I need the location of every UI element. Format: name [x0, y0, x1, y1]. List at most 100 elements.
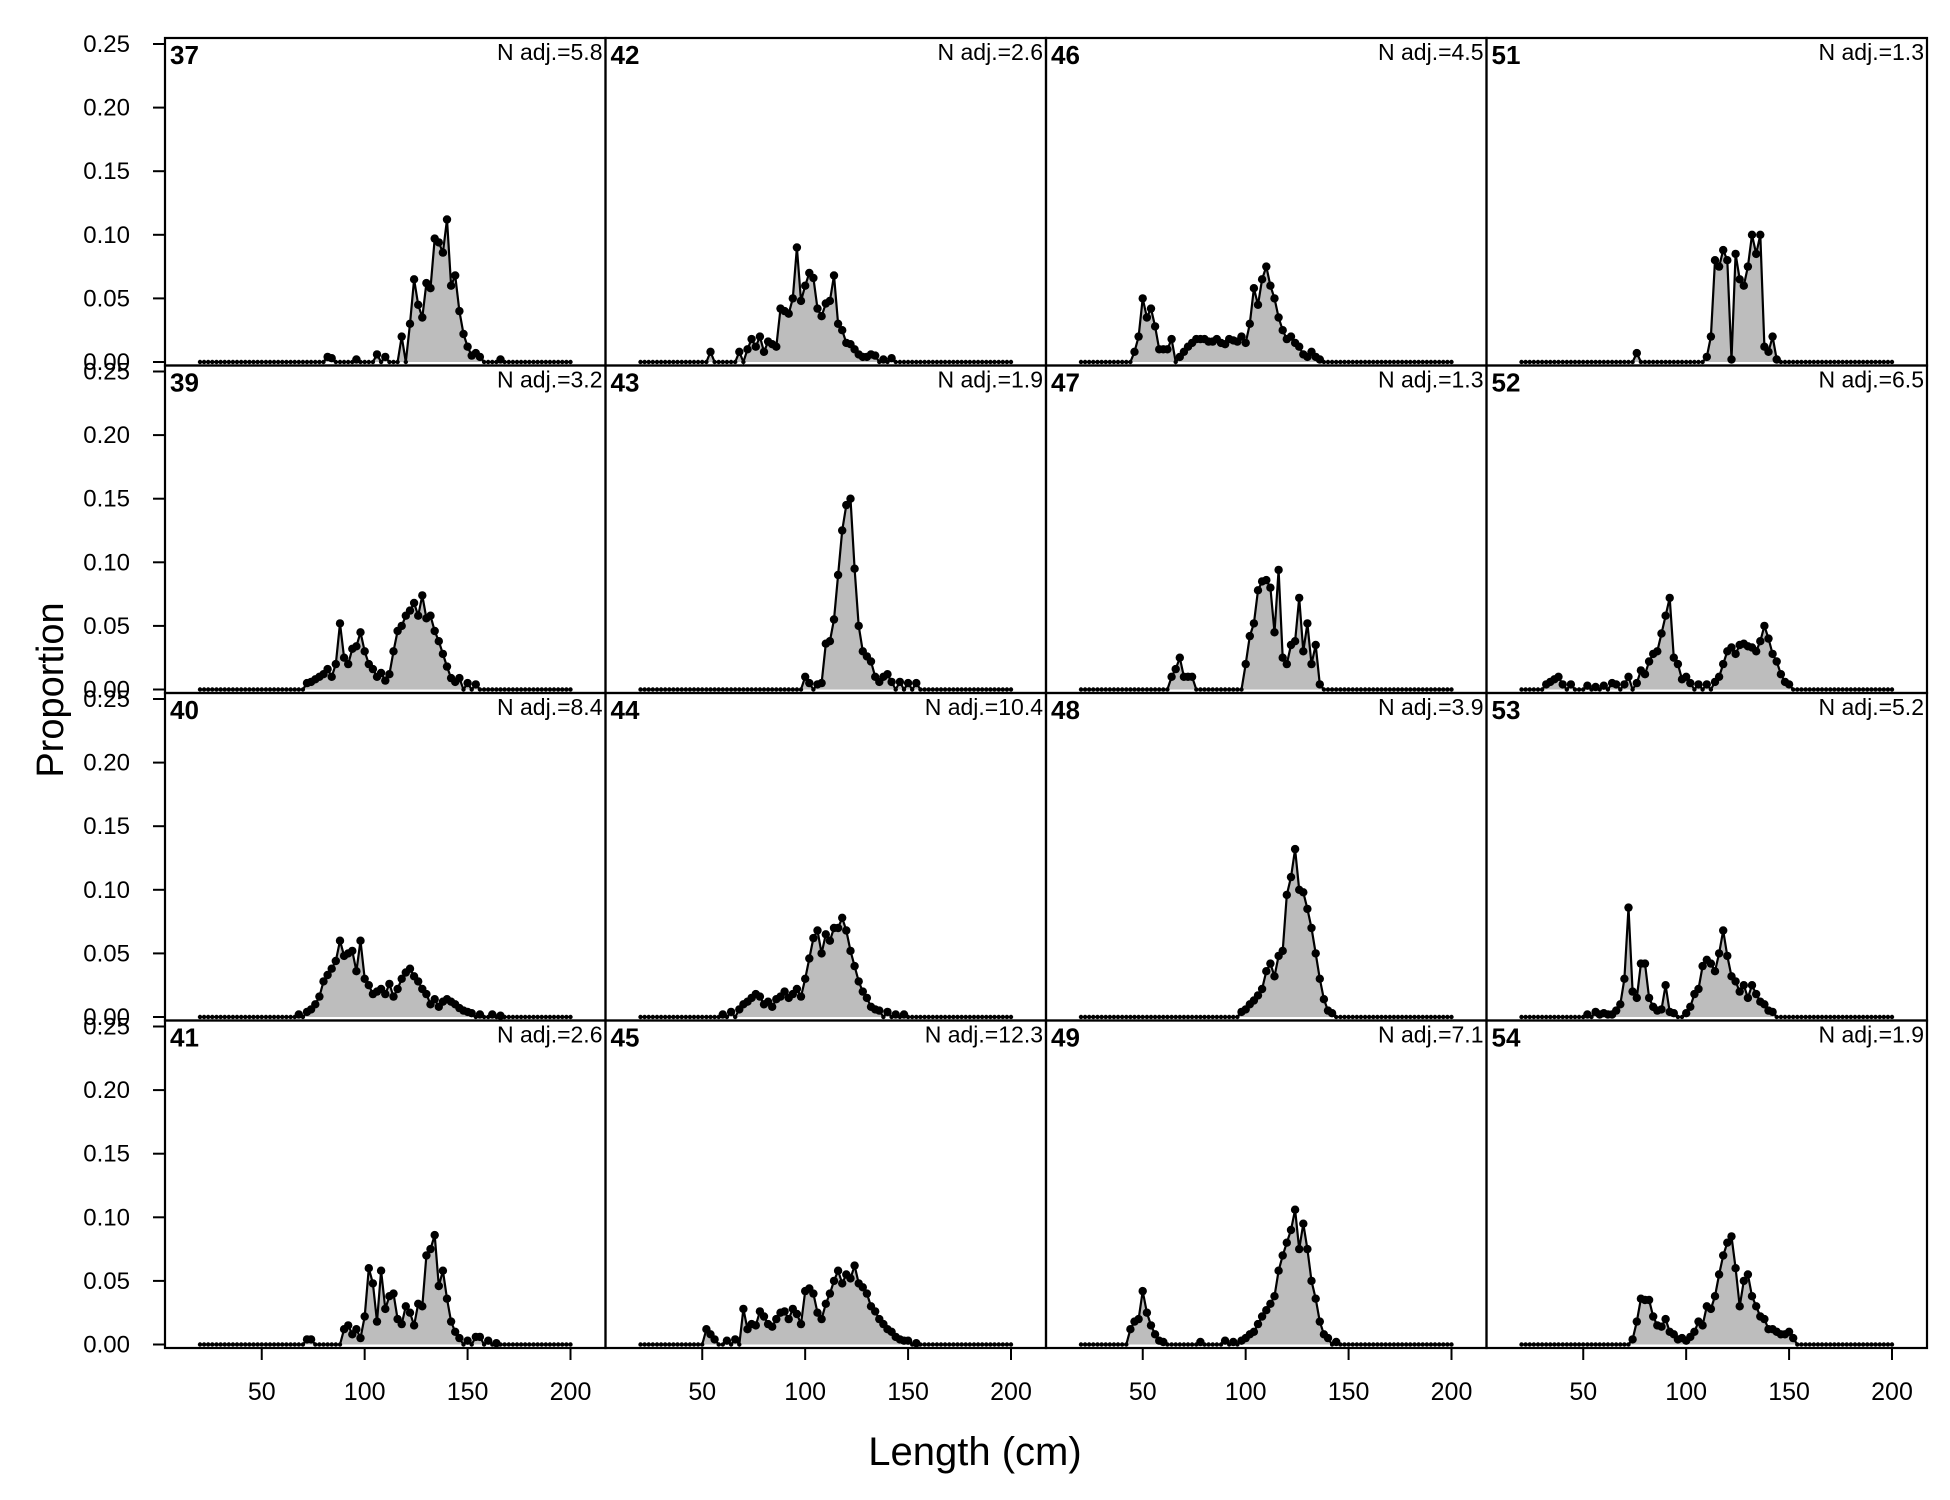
data-point — [716, 359, 721, 365]
data-point — [434, 637, 443, 646]
data-point — [230, 1342, 236, 1347]
data-point — [1091, 1342, 1096, 1347]
data-point — [292, 1342, 297, 1347]
n-adj-label: N adj.=2.6 — [497, 1022, 603, 1048]
data-point — [1148, 1014, 1154, 1020]
data-point — [523, 687, 528, 692]
data-point — [1120, 1342, 1125, 1347]
data-point — [992, 1014, 997, 1020]
data-point — [739, 1304, 748, 1314]
data-point — [300, 359, 306, 365]
data-point — [1152, 1014, 1158, 1020]
panel-border — [604, 1019, 1048, 1350]
data-point — [1601, 1342, 1607, 1347]
data-point — [226, 359, 231, 365]
data-point — [481, 1014, 487, 1020]
data-point — [434, 1281, 443, 1291]
data-point — [1399, 1014, 1405, 1020]
data-point — [1653, 647, 1662, 656]
data-point — [1227, 1014, 1232, 1020]
data-point — [201, 687, 207, 692]
data-point — [1576, 359, 1582, 365]
n-adj-label: N adj.=7.1 — [1378, 1022, 1484, 1048]
data-point — [1132, 687, 1137, 692]
data-point — [1626, 359, 1631, 365]
data-point — [527, 1014, 532, 1020]
data-point — [263, 359, 269, 365]
data-point — [1338, 687, 1343, 692]
y-tick-label: 0.05 — [83, 940, 130, 967]
data-point — [560, 1014, 565, 1020]
data-point — [514, 1342, 520, 1347]
data-point — [218, 359, 223, 365]
density-area — [199, 219, 571, 362]
data-point — [1303, 1244, 1312, 1254]
data-point — [724, 1014, 730, 1020]
data-point — [926, 687, 931, 692]
data-point — [1103, 687, 1108, 692]
panel-id-label: 45 — [611, 1023, 640, 1053]
data-point — [1134, 1314, 1143, 1324]
data-point — [1144, 687, 1150, 692]
data-point — [327, 672, 336, 681]
data-point — [1354, 1014, 1360, 1020]
data-point — [1387, 1342, 1393, 1347]
y-tick-label: 0.25 — [83, 1014, 130, 1041]
data-point — [564, 359, 569, 365]
data-point — [1795, 1014, 1800, 1020]
data-point — [1202, 1014, 1207, 1020]
data-point — [1299, 647, 1308, 656]
data-point — [671, 359, 676, 365]
data-point — [1552, 1014, 1557, 1020]
data-point — [1583, 681, 1592, 690]
data-point — [813, 304, 822, 313]
data-point — [1877, 1014, 1882, 1020]
data-point — [862, 1289, 872, 1298]
data-point — [1095, 359, 1100, 365]
data-point — [749, 687, 754, 692]
x-axis-label: Length (cm) — [868, 1430, 1082, 1474]
data-point — [1554, 672, 1563, 681]
data-point — [1731, 977, 1740, 986]
data-point — [1848, 1014, 1854, 1020]
data-point — [679, 1342, 684, 1347]
data-point — [1173, 1014, 1178, 1020]
data-point — [1531, 359, 1537, 365]
data-point — [395, 359, 400, 365]
data-point — [317, 1342, 322, 1347]
data-point — [1576, 1014, 1582, 1020]
data-point — [1241, 338, 1250, 348]
data-point — [426, 1244, 435, 1254]
data-point — [1350, 1342, 1355, 1347]
data-point — [226, 1014, 231, 1020]
data-point — [959, 687, 964, 692]
data-point — [535, 1342, 540, 1347]
x-tick-label: 100 — [1225, 1378, 1267, 1406]
data-point — [409, 275, 419, 284]
data-point — [1877, 1342, 1882, 1347]
data-point — [1823, 1342, 1829, 1347]
data-point — [712, 687, 717, 692]
data-point — [518, 359, 524, 365]
data-point — [862, 993, 872, 1003]
data-point — [1642, 359, 1648, 365]
data-point — [1572, 1014, 1578, 1020]
data-point — [1144, 1014, 1150, 1020]
data-point — [975, 1342, 981, 1347]
data-point — [1889, 1342, 1895, 1347]
density-area — [199, 1235, 571, 1345]
data-point — [667, 687, 672, 692]
data-point — [1237, 332, 1246, 341]
data-point — [1185, 1342, 1191, 1347]
data-point — [1564, 359, 1570, 365]
data-point — [463, 342, 472, 351]
data-point — [1593, 359, 1598, 365]
data-point — [1358, 1014, 1364, 1020]
data-point — [1531, 1342, 1537, 1347]
data-point — [858, 987, 867, 996]
panel-id-label: 54 — [1492, 1023, 1521, 1053]
data-point — [288, 359, 293, 365]
data-point — [1535, 1014, 1541, 1020]
panel-id-label: 51 — [1492, 40, 1521, 70]
density-area — [199, 940, 571, 1017]
